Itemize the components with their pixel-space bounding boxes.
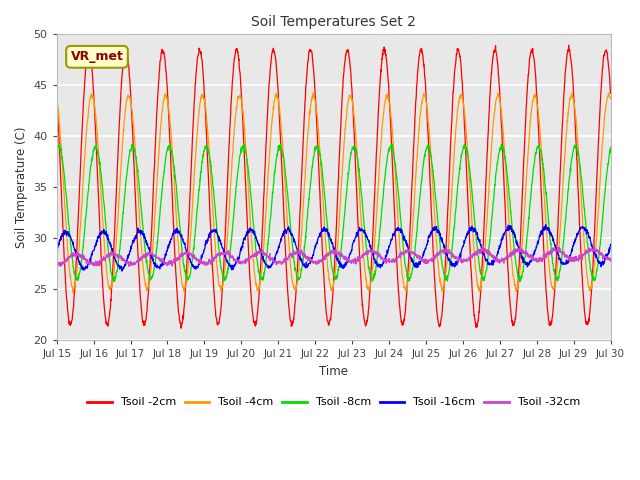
Tsoil -4cm — [591, 258, 598, 264]
Tsoil -32cm — [323, 252, 330, 257]
Tsoil -8cm — [489, 201, 497, 206]
Text: VR_met: VR_met — [70, 50, 124, 63]
Tsoil -32cm — [125, 264, 133, 269]
Tsoil -32cm — [607, 258, 614, 264]
Tsoil -4cm — [323, 247, 330, 252]
Tsoil -2cm — [489, 55, 497, 60]
Y-axis label: Soil Temperature (C): Soil Temperature (C) — [15, 126, 28, 248]
Tsoil -4cm — [81, 146, 89, 152]
Tsoil -32cm — [489, 255, 497, 261]
Tsoil -4cm — [308, 96, 316, 101]
Tsoil -8cm — [388, 141, 396, 147]
Tsoil -16cm — [118, 268, 125, 274]
Tsoil -16cm — [53, 249, 61, 254]
Tsoil -16cm — [607, 241, 614, 247]
Line: Tsoil -32cm: Tsoil -32cm — [57, 247, 611, 266]
Tsoil -32cm — [81, 256, 89, 262]
Tsoil -2cm — [591, 218, 599, 224]
Line: Tsoil -4cm: Tsoil -4cm — [57, 93, 611, 293]
Tsoil -4cm — [53, 97, 61, 103]
Tsoil -2cm — [177, 325, 185, 331]
Line: Tsoil -16cm: Tsoil -16cm — [57, 225, 611, 271]
Tsoil -4cm — [607, 96, 614, 102]
Tsoil -8cm — [307, 172, 315, 178]
Tsoil -32cm — [591, 245, 598, 251]
Tsoil -16cm — [591, 252, 599, 257]
Legend: Tsoil -2cm, Tsoil -4cm, Tsoil -8cm, Tsoil -16cm, Tsoil -32cm: Tsoil -2cm, Tsoil -4cm, Tsoil -8cm, Tsoi… — [83, 393, 584, 412]
Tsoil -8cm — [53, 146, 61, 152]
Tsoil -16cm — [323, 228, 330, 234]
Tsoil -32cm — [308, 257, 316, 263]
Tsoil -16cm — [81, 265, 89, 271]
Tsoil -2cm — [607, 90, 614, 96]
Tsoil -16cm — [489, 262, 497, 268]
Tsoil -8cm — [591, 278, 598, 284]
Tsoil -8cm — [322, 208, 330, 214]
Title: Soil Temperatures Set 2: Soil Temperatures Set 2 — [251, 15, 416, 29]
Tsoil -32cm — [590, 244, 598, 250]
Tsoil -2cm — [565, 43, 573, 48]
Tsoil -4cm — [489, 124, 497, 130]
Line: Tsoil -8cm: Tsoil -8cm — [57, 144, 611, 282]
Tsoil -8cm — [591, 276, 599, 282]
Tsoil -16cm — [308, 254, 316, 260]
Line: Tsoil -2cm: Tsoil -2cm — [57, 46, 611, 328]
Tsoil -2cm — [81, 75, 89, 81]
Tsoil -2cm — [591, 226, 598, 232]
Tsoil -16cm — [542, 222, 550, 228]
Tsoil -4cm — [605, 90, 612, 96]
Tsoil -8cm — [516, 279, 524, 285]
X-axis label: Time: Time — [319, 365, 348, 378]
Tsoil -8cm — [81, 224, 89, 229]
Tsoil -4cm — [591, 263, 598, 268]
Tsoil -16cm — [591, 250, 598, 255]
Tsoil -2cm — [308, 49, 316, 55]
Tsoil -4cm — [69, 290, 77, 296]
Tsoil -2cm — [53, 88, 61, 94]
Tsoil -32cm — [591, 248, 599, 254]
Tsoil -2cm — [323, 311, 330, 316]
Tsoil -32cm — [53, 262, 61, 267]
Tsoil -8cm — [607, 144, 614, 150]
